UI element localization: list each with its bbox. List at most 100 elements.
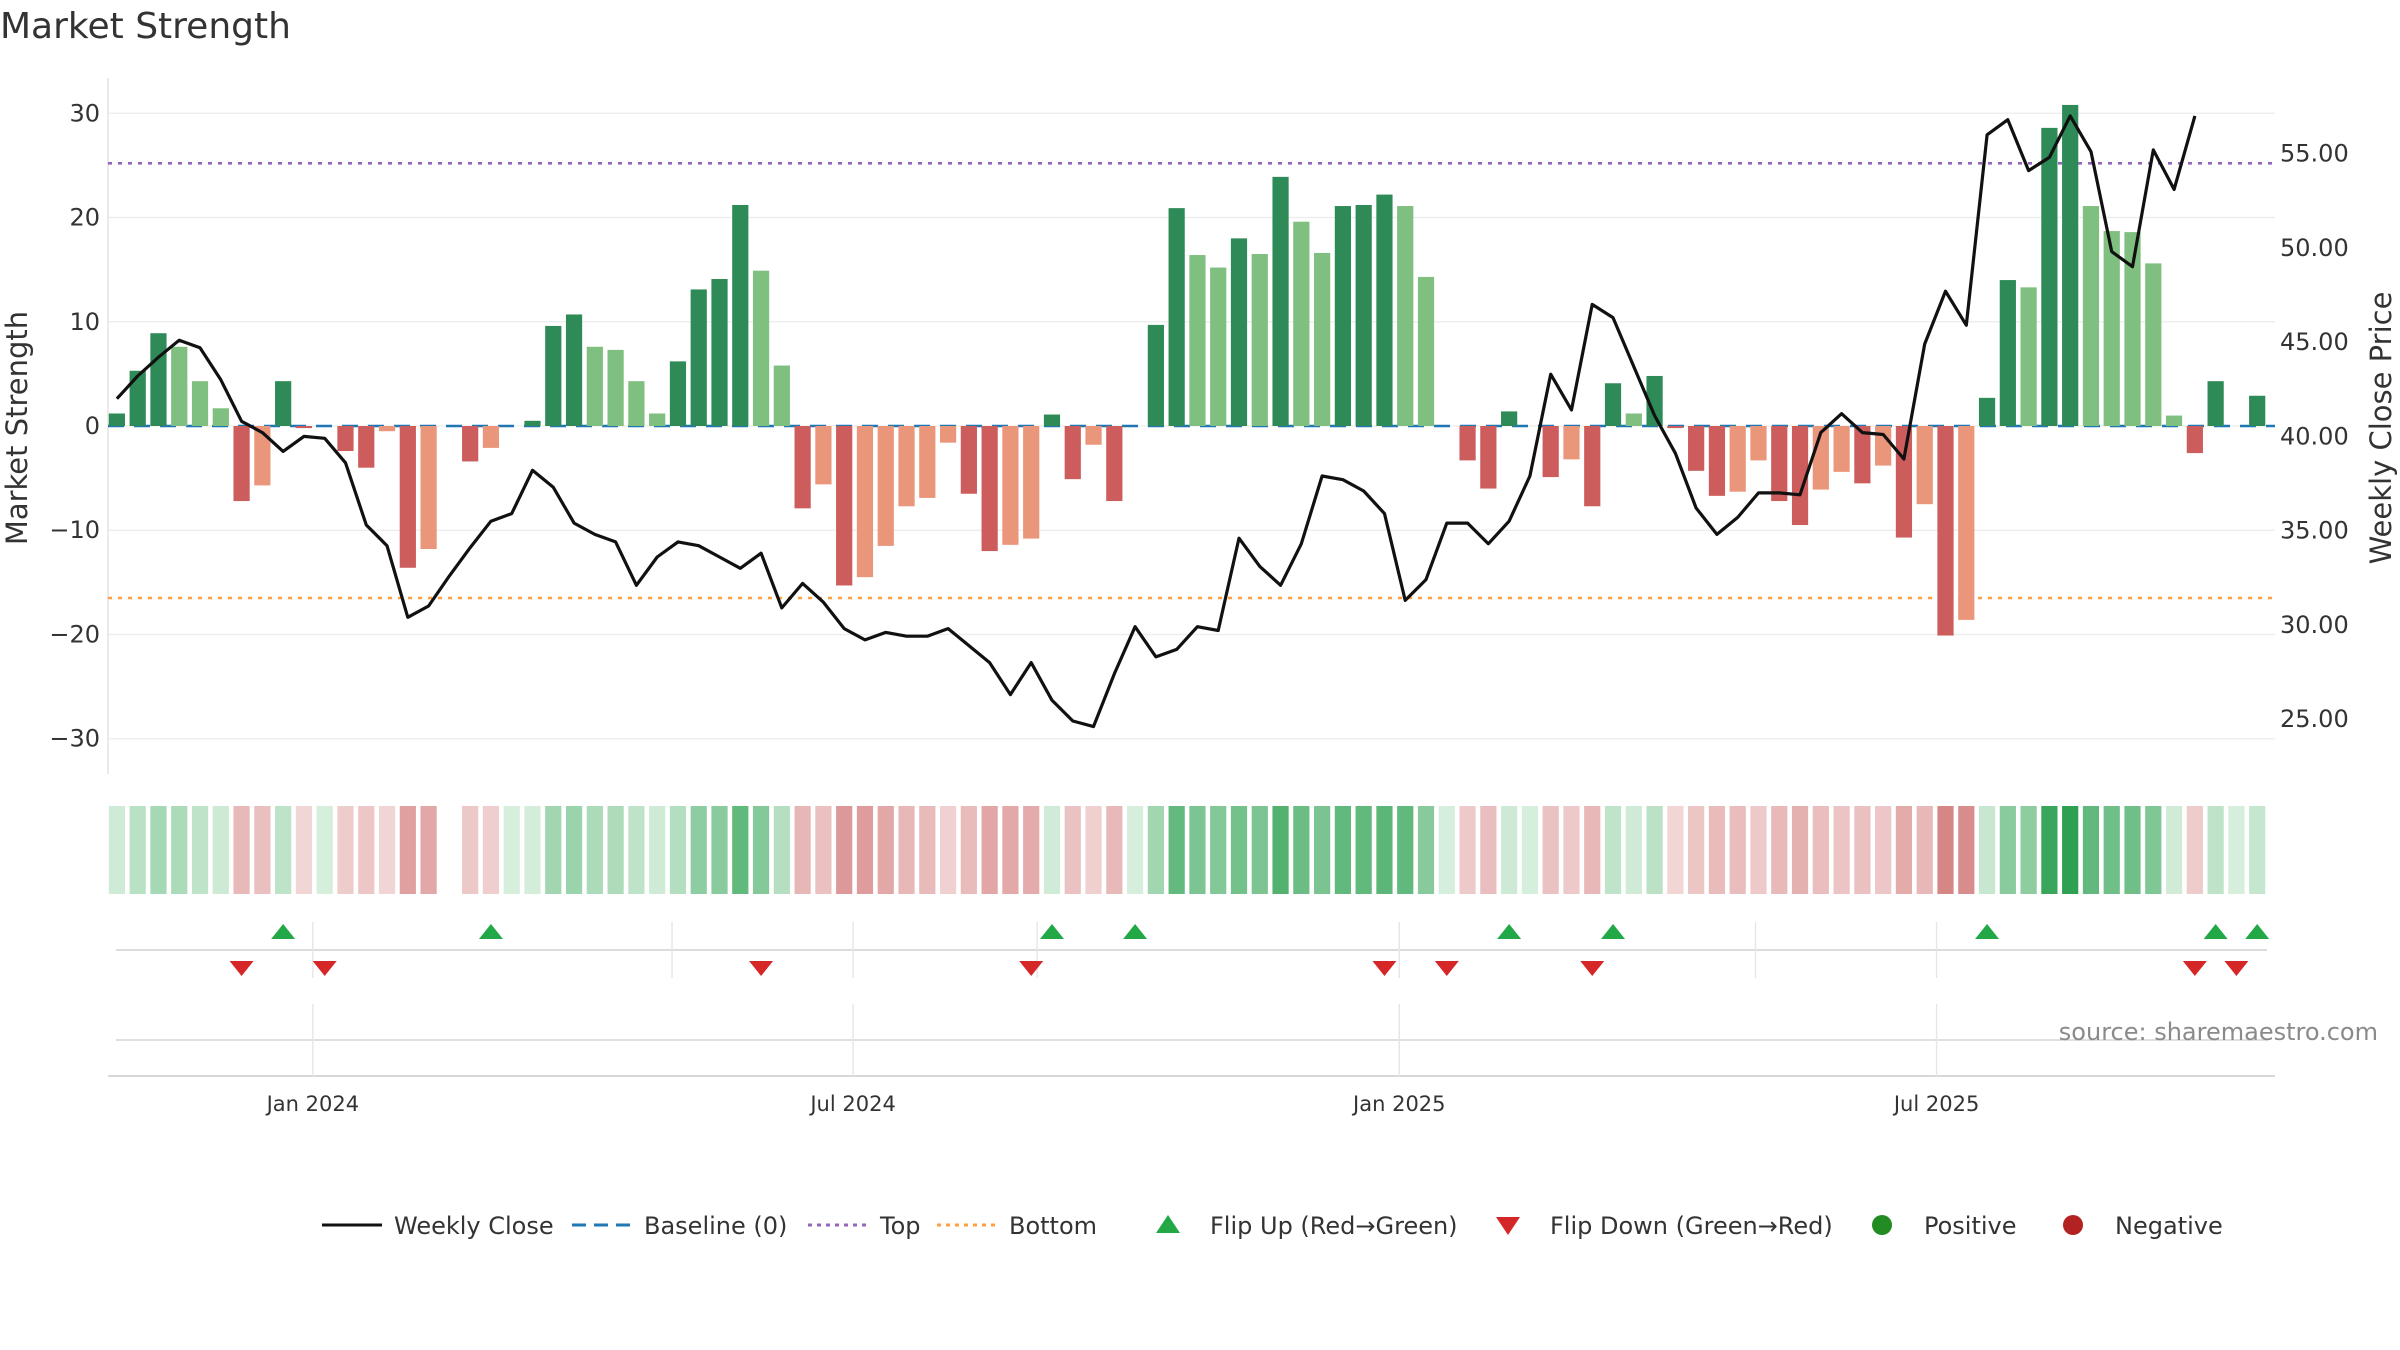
heat-cell bbox=[1272, 806, 1289, 894]
heat-cell bbox=[316, 806, 333, 894]
legend-item: Flip Down (Green→Red) bbox=[1496, 1212, 1833, 1240]
heat-cell bbox=[877, 806, 894, 894]
y-axis-label: Market Strength bbox=[0, 311, 34, 545]
heat-cell bbox=[503, 806, 520, 894]
legend-label: Top bbox=[879, 1212, 921, 1240]
flip-up-marker bbox=[2245, 924, 2270, 939]
strength-bar bbox=[2041, 127, 2058, 426]
strength-bar bbox=[1542, 426, 1559, 478]
flip-down-marker bbox=[1434, 961, 1459, 976]
heat-cell bbox=[462, 806, 479, 894]
heat-cell bbox=[1355, 806, 1372, 894]
heat-cell bbox=[1251, 806, 1268, 894]
strength-bar bbox=[2207, 381, 2224, 426]
heat-cell bbox=[836, 806, 853, 894]
heat-cell bbox=[108, 806, 126, 894]
heat-cell bbox=[960, 806, 977, 894]
legend-label: Bottom bbox=[1009, 1212, 1097, 1240]
heat-cell bbox=[1646, 806, 1663, 894]
heat-cell bbox=[2082, 806, 2100, 894]
heat-cell bbox=[1833, 806, 1850, 894]
strength-bar bbox=[1729, 426, 1746, 492]
strength-bar bbox=[1604, 383, 1622, 426]
heat-cell bbox=[524, 806, 541, 894]
heat-cell bbox=[358, 806, 375, 894]
heat-cell bbox=[1189, 806, 1206, 894]
heat-cell bbox=[1293, 806, 1310, 894]
strength-bar bbox=[649, 413, 666, 426]
strength-bar bbox=[482, 426, 500, 448]
strength-bar bbox=[586, 346, 603, 426]
y-tick-label: 0 bbox=[85, 412, 100, 440]
heat-cell bbox=[1397, 806, 1414, 894]
strength-bar bbox=[1958, 426, 1975, 620]
heat-cell bbox=[1771, 806, 1788, 894]
strength-bar bbox=[1937, 426, 1954, 636]
heat-cell bbox=[1812, 806, 1829, 894]
legend-item: Bottom bbox=[937, 1212, 1097, 1240]
heat-cell bbox=[794, 806, 811, 894]
strength-bar bbox=[1459, 426, 1476, 461]
strength-bar bbox=[877, 426, 894, 546]
left-y-axis: 30 20 10 0 −10 −20 −30 bbox=[49, 99, 100, 752]
heat-cell bbox=[1521, 806, 1539, 894]
heat-cell bbox=[711, 806, 728, 894]
heat-cell bbox=[1438, 806, 1455, 894]
legend-item: Positive bbox=[1872, 1212, 2017, 1240]
heat-cell bbox=[1085, 806, 1102, 894]
heat-cell bbox=[2249, 806, 2266, 894]
heat-cell bbox=[1854, 806, 1871, 894]
reference-lines bbox=[108, 162, 2275, 600]
heat-cell bbox=[565, 806, 583, 894]
heat-cell bbox=[1937, 806, 1954, 894]
flip-up-marker bbox=[478, 924, 503, 939]
strength-bar bbox=[2249, 395, 2266, 426]
strength-bar bbox=[836, 426, 853, 586]
flip-up-marker bbox=[1601, 924, 1626, 939]
y-tick-label: 10 bbox=[69, 308, 100, 336]
strength-bar bbox=[2062, 104, 2079, 426]
heat-cell bbox=[254, 806, 271, 894]
strength-bar bbox=[690, 289, 707, 426]
strength-bar bbox=[295, 426, 313, 429]
strength-bar bbox=[2165, 415, 2183, 426]
heat-cell bbox=[1314, 806, 1331, 894]
legend-label: Flip Up (Red→Green) bbox=[1210, 1212, 1458, 1240]
strength-bar bbox=[752, 270, 770, 426]
heat-cell bbox=[1563, 806, 1580, 894]
flip-down-marker bbox=[1019, 961, 1044, 976]
heat-cell bbox=[1542, 806, 1559, 894]
strength-bar bbox=[337, 426, 354, 452]
heat-cell bbox=[1376, 806, 1393, 894]
x-tick-label: Jan 2025 bbox=[1351, 1092, 1446, 1116]
strength-bar bbox=[378, 426, 396, 432]
strength-bar bbox=[815, 426, 832, 485]
strength-bar bbox=[607, 349, 624, 426]
strength-bars bbox=[108, 104, 2266, 636]
legend-item: Top bbox=[808, 1212, 921, 1240]
heat-cell bbox=[2020, 806, 2037, 894]
flip-up-marker bbox=[1975, 924, 2000, 939]
strength-bar bbox=[1230, 238, 1248, 426]
strength-bar bbox=[275, 381, 292, 426]
y2-tick-label: 50.00 bbox=[2280, 234, 2349, 262]
heat-cell bbox=[898, 806, 915, 894]
strength-bar bbox=[2103, 231, 2120, 426]
legend-label: Weekly Close bbox=[394, 1212, 554, 1240]
legend-item: Weekly Close bbox=[322, 1212, 554, 1240]
strength-bar bbox=[1791, 426, 1809, 526]
heat-cell bbox=[2103, 806, 2120, 894]
heat-cell bbox=[1168, 806, 1185, 894]
heat-cell bbox=[2062, 806, 2079, 894]
heat-cell bbox=[1978, 806, 1996, 894]
heat-cell bbox=[420, 806, 437, 894]
heat-cell bbox=[191, 806, 209, 894]
heat-cell bbox=[1417, 806, 1435, 894]
strength-bar bbox=[732, 205, 749, 426]
heat-cell bbox=[150, 806, 167, 894]
legend-swatch bbox=[1872, 1215, 1892, 1235]
flip-up-marker bbox=[1497, 924, 1522, 939]
heat-cell bbox=[752, 806, 770, 894]
legend-swatch bbox=[2063, 1215, 2083, 1235]
